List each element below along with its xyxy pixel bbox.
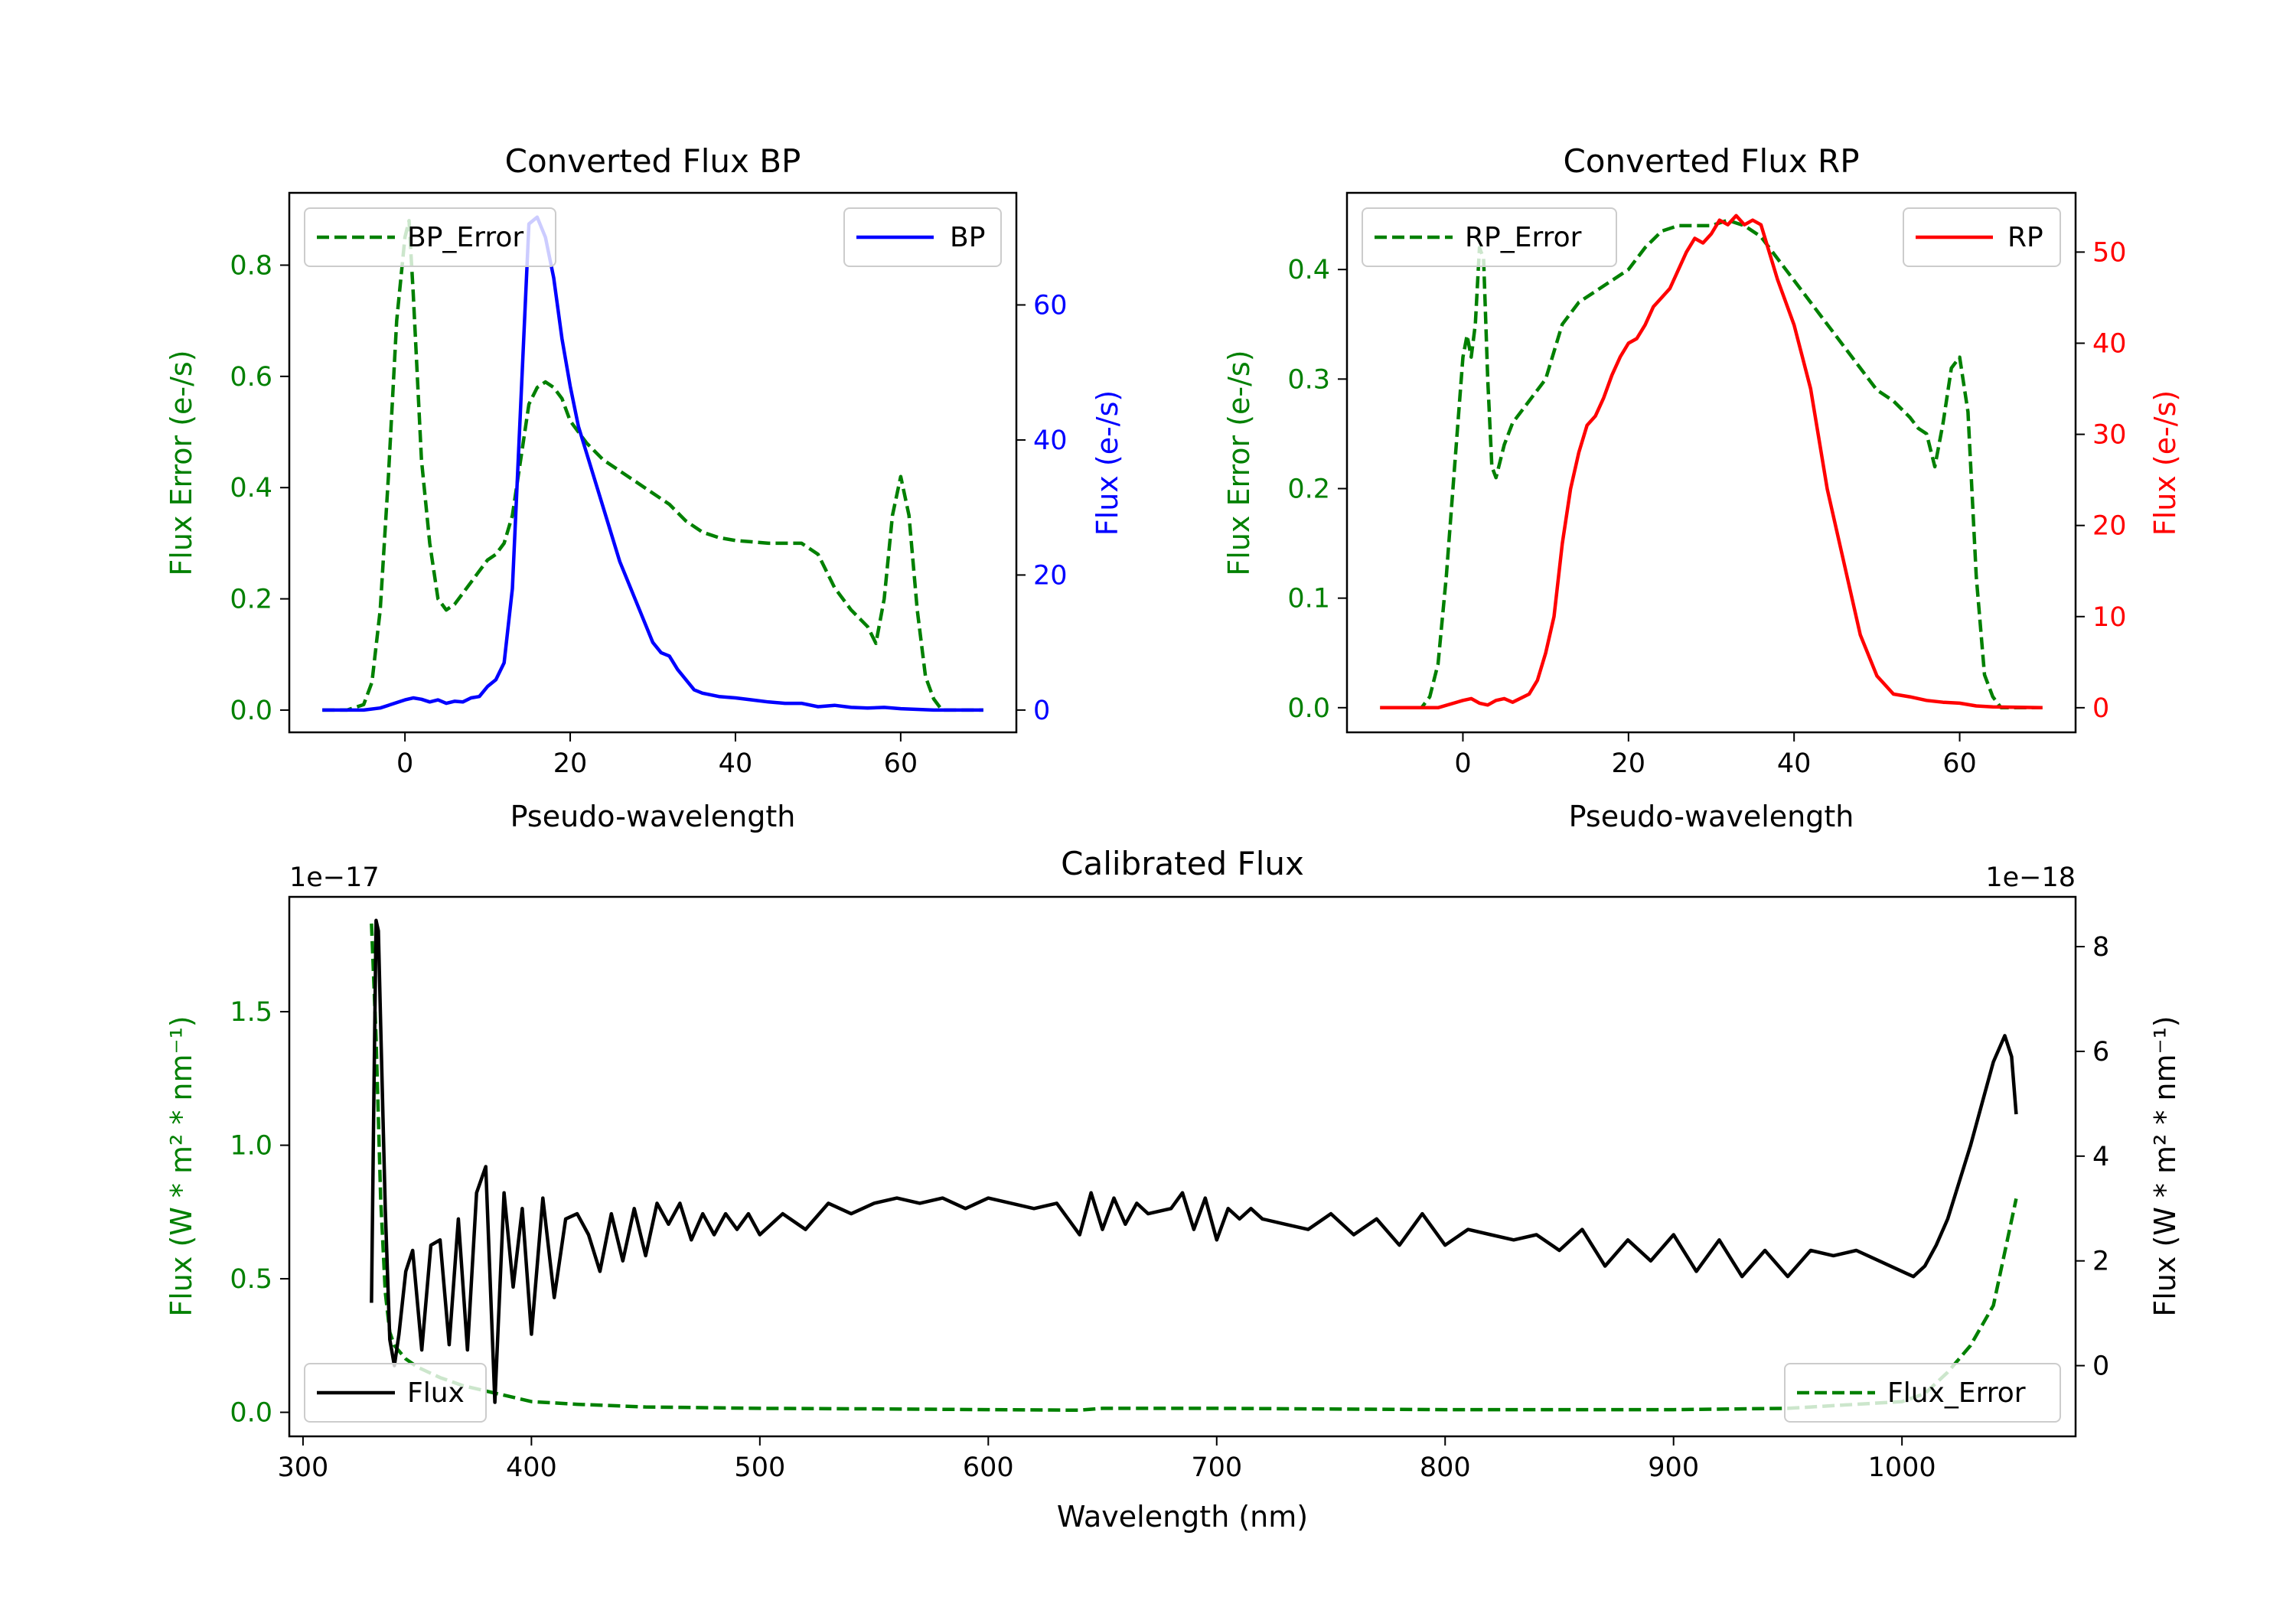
rp-legend-error: RP_Error — [1362, 207, 1617, 267]
rp-legend-error-label: RP_Error — [1465, 222, 1582, 253]
bp-x-tick-label: 60 — [884, 748, 918, 779]
bp-legend-error-label: BP_Error — [407, 222, 523, 253]
bp-series-bp — [322, 215, 983, 712]
rp-left-tick-label: 0.0 — [1287, 693, 1330, 724]
rp-series-rp — [1380, 214, 2043, 710]
bp-x-tick-label: 0 — [396, 748, 413, 779]
cal-plot-frame — [288, 895, 2077, 1438]
cal-x-tick-label: 300 — [278, 1452, 329, 1483]
bp-right-axis-label: Flux (e-/s) — [1091, 390, 1124, 536]
rp-x-tick-label: 20 — [1612, 748, 1646, 779]
rp-right-tick-label: 10 — [2092, 602, 2127, 633]
cal-legend-flux-label: Flux — [407, 1377, 465, 1409]
cal-right-offset-label: 1e−18 — [1985, 862, 2076, 893]
rp-left-tick-label: 0.1 — [1287, 584, 1330, 614]
rp-series-layer — [1380, 214, 2043, 710]
bp-series-layer — [322, 215, 983, 712]
bp-left-tick-label: 0.6 — [230, 362, 272, 393]
cal-legend-flux: Flux — [304, 1363, 487, 1423]
rp-legend-flux-label: RP — [2007, 222, 2043, 253]
cal-title: Calibrated Flux — [1061, 845, 1304, 882]
cal-legend-error: Flux_Error — [1784, 1363, 2061, 1423]
cal-x-tick-label: 700 — [1191, 1452, 1242, 1483]
bp-x-tick-label: 40 — [719, 748, 753, 779]
bp-title: Converted Flux BP — [505, 142, 801, 180]
bp-left-tick-label: 0.0 — [230, 696, 272, 726]
rp-x-tick-label: 60 — [1942, 748, 1977, 779]
cal-series-layer — [370, 918, 2018, 1413]
rp-left-tick-label: 0.4 — [1287, 255, 1330, 285]
rp-left-axis-label: Flux Error (e-/s) — [1222, 350, 1256, 575]
rp-legend-error-box — [1362, 207, 1617, 267]
cal-left-tick-label: 1.5 — [230, 997, 272, 1028]
rp-right-axis-label: Flux (e-/s) — [2148, 390, 2182, 536]
cal-legend-error-box — [1784, 1363, 2061, 1423]
rp-title: Converted Flux RP — [1563, 142, 1859, 180]
bp-x-tick-label: 20 — [553, 748, 588, 779]
bp-right-tick-label: 60 — [1033, 290, 1068, 321]
cal-tick-layer: 300 400 500 600 700 800 900 1000 0.0 0.5 1.0 1.5 0 2 4… — [230, 932, 2109, 1483]
cal-left-tick-label: 1.0 — [230, 1131, 272, 1162]
bp-right-tick-label: 40 — [1033, 425, 1068, 456]
cal-right-axis-label: Flux (W * m² * nm⁻¹) — [2148, 1015, 2182, 1316]
cal-x-tick-label: 1000 — [1868, 1452, 1936, 1483]
cal-x-axis-label: Wavelength (nm) — [1057, 1500, 1308, 1534]
rp-plot-frame — [1345, 191, 2077, 734]
cal-left-offset-label: 1e−17 — [289, 862, 380, 893]
rp-series-rp-error — [1380, 218, 2043, 710]
bp-legend-error: BP_Error — [304, 207, 556, 267]
bp-legend-error-box — [304, 207, 556, 267]
bp-legend-flux: BP — [843, 207, 1002, 267]
panel-calibrated: Calibrated Flux 1e−17 1e−18 300 400 500 600… — [165, 845, 2182, 1534]
bp-left-tick-label: 0.8 — [230, 250, 272, 281]
bp-left-axis-label: Flux Error (e-/s) — [165, 350, 198, 575]
bp-tick-layer: 0 20 40 60 0.0 0.2 0.4 0.6 0.8 0 20 40 60 — [230, 250, 1067, 779]
cal-right-tick-label: 4 — [2092, 1142, 2109, 1172]
bp-legend-flux-label: BP — [950, 222, 985, 253]
rp-right-tick-label: 30 — [2092, 420, 2127, 451]
bp-left-tick-label: 0.4 — [230, 473, 272, 504]
rp-left-tick-label: 0.2 — [1287, 474, 1330, 504]
rp-left-tick-label: 0.3 — [1287, 364, 1330, 395]
cal-series-flux-error — [370, 923, 2018, 1413]
cal-x-tick-label: 500 — [734, 1452, 785, 1483]
cal-legend-error-label: Flux_Error — [1887, 1377, 2026, 1409]
bp-series-bp-error — [322, 219, 983, 712]
panel-rp: Converted Flux RP 0 20 40 60 0.0 0.1 0.2 0.3 0.4… — [1222, 142, 2182, 833]
panel-bp: Converted Flux BP 0 20 40 60 0.0 0.2 0.4 0.6 0.8… — [165, 142, 1124, 833]
cal-x-tick-label: 600 — [963, 1452, 1014, 1483]
cal-x-tick-label: 900 — [1648, 1452, 1699, 1483]
cal-x-tick-label: 400 — [506, 1452, 557, 1483]
bp-right-tick-label: 20 — [1033, 560, 1068, 591]
rp-x-tick-label: 40 — [1777, 748, 1812, 779]
cal-right-tick-label: 2 — [2092, 1247, 2109, 1277]
rp-right-tick-label: 40 — [2092, 328, 2127, 359]
rp-x-tick-label: 0 — [1454, 748, 1471, 779]
cal-right-tick-label: 6 — [2092, 1037, 2109, 1068]
rp-right-tick-label: 0 — [2092, 693, 2109, 724]
rp-right-tick-label: 50 — [2092, 237, 2127, 268]
cal-legend-flux-box — [304, 1363, 487, 1423]
bp-right-tick-label: 0 — [1033, 696, 1050, 726]
cal-right-tick-label: 0 — [2092, 1351, 2109, 1382]
bp-plot-frame — [288, 191, 1018, 734]
rp-tick-layer: 0 20 40 60 0.0 0.1 0.2 0.3 0.4 0 10 20 30 40 50 — [1287, 237, 2126, 779]
cal-right-tick-label: 8 — [2092, 932, 2109, 963]
cal-left-tick-label: 0.0 — [230, 1398, 272, 1429]
rp-legend-flux: RP — [1903, 207, 2061, 267]
rp-x-axis-label: Pseudo-wavelength — [1569, 800, 1854, 833]
bp-x-axis-label: Pseudo-wavelength — [510, 800, 796, 833]
cal-x-tick-label: 800 — [1420, 1452, 1471, 1483]
cal-left-tick-label: 0.5 — [230, 1264, 272, 1295]
rp-right-tick-label: 20 — [2092, 511, 2127, 542]
bp-left-tick-label: 0.2 — [230, 585, 272, 615]
cal-left-axis-label: Flux (W * m² * nm⁻¹) — [165, 1015, 198, 1316]
cal-series-flux — [370, 918, 2018, 1404]
